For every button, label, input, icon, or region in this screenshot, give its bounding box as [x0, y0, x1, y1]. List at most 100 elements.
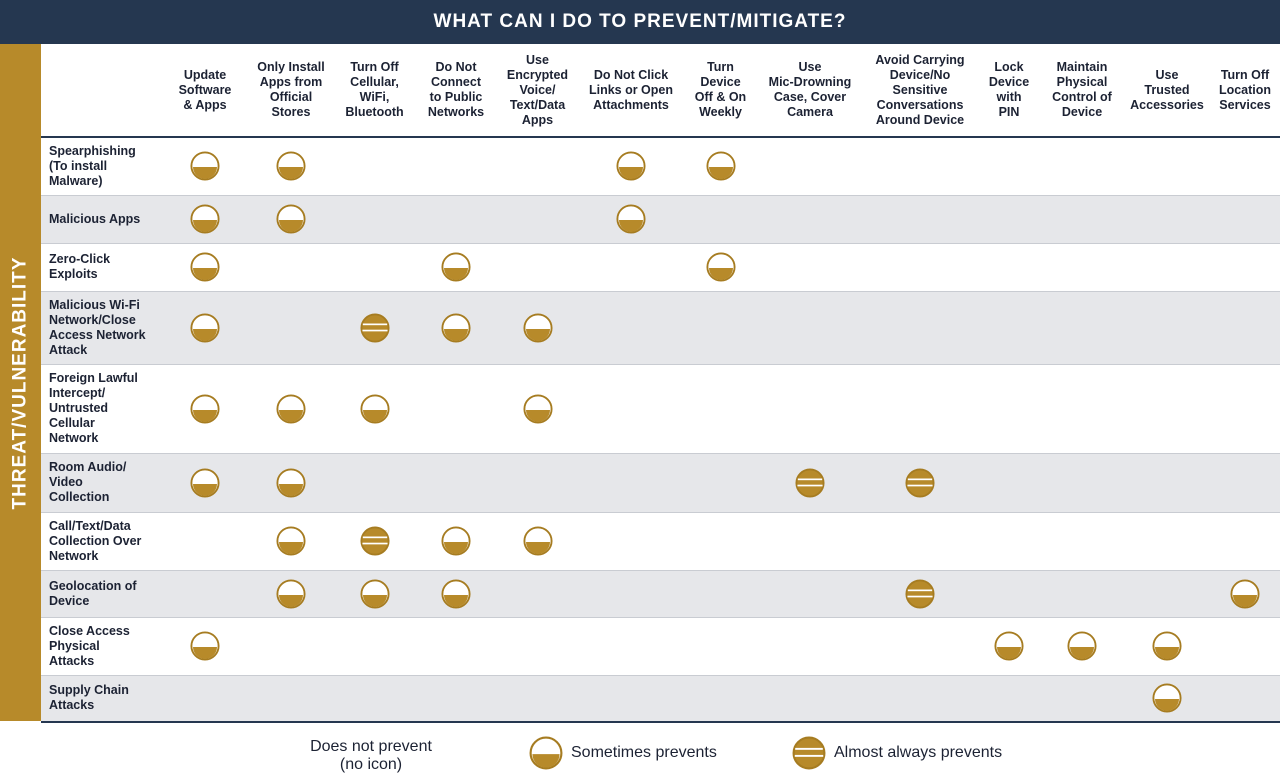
column-header-line: Maintain	[1056, 60, 1108, 74]
column-header-line: Conversations	[876, 97, 964, 112]
column-header-line: Do Not	[435, 60, 477, 74]
column-header-line: PIN	[998, 105, 1020, 119]
threat-label: Spearphishing (To install Malware)	[41, 137, 161, 195]
matrix-cell	[758, 291, 862, 364]
matrix-cell	[1124, 364, 1210, 453]
matrix-cell	[862, 453, 978, 512]
matrix-cell	[579, 243, 683, 291]
column-header: Only Install Apps from Official Stores	[249, 44, 333, 138]
matrix-cell	[1124, 675, 1210, 722]
threat-label-line: Cellular	[49, 416, 95, 430]
legend-almost: Almost always prevents	[792, 736, 1002, 770]
matrix-cell	[683, 195, 758, 243]
half-circle-icon	[616, 204, 646, 234]
half-circle-icon	[276, 204, 306, 234]
matrix-cell	[496, 364, 579, 453]
matrix-cell	[683, 291, 758, 364]
threat-label: Room Audio/Video Collection	[41, 453, 161, 512]
matrix-cell	[978, 364, 1040, 453]
matrix-cell	[978, 195, 1040, 243]
matrix-cell	[416, 291, 496, 364]
matrix-cell	[1210, 364, 1280, 453]
column-header-line: Services	[1219, 97, 1271, 112]
matrix-cell	[1124, 453, 1210, 512]
column-header-line: & Apps	[183, 97, 227, 112]
matrix-cell	[249, 243, 333, 291]
matrix-cell	[978, 137, 1040, 195]
column-header-line: Turn	[707, 60, 734, 74]
matrix-cell	[1124, 617, 1210, 675]
threat-label-line: Call/Text/Data	[49, 518, 131, 533]
half-circle-icon	[522, 312, 553, 343]
column-header-line: Only Install	[257, 60, 325, 74]
legend-sometimes-label: Sometimes prevents	[571, 744, 717, 761]
matrix-body: Spearphishing (To install Malware) Maliciou…	[41, 137, 1280, 722]
striped-circle-icon	[905, 578, 935, 609]
matrix-cell	[683, 243, 758, 291]
half-circle-icon	[522, 526, 553, 556]
header-corner	[41, 44, 161, 138]
column-header-line: with	[996, 90, 1022, 104]
column-header-line: Update	[183, 67, 227, 82]
striped-circle-icon	[792, 736, 826, 770]
matrix-cell	[1040, 195, 1124, 243]
matrix-cell	[1040, 512, 1124, 570]
column-header-line: Control of	[1052, 90, 1112, 104]
column-header-line: Voice/	[519, 82, 556, 97]
matrix-cell	[333, 291, 416, 364]
matrix-cell	[333, 195, 416, 243]
threat-label-line: Video	[49, 475, 83, 489]
half-circle-icon	[359, 578, 390, 609]
matrix-cell	[683, 364, 758, 453]
matrix-cell	[496, 195, 579, 243]
threat-label-line: Zero-Click	[49, 252, 111, 266]
matrix-cell	[496, 617, 579, 675]
column-header-line: Device	[988, 75, 1030, 89]
legend-none-line1: Does not prevent	[310, 738, 432, 755]
matrix-cell	[579, 570, 683, 617]
matrix-cell	[249, 570, 333, 617]
half-circle-icon	[276, 578, 306, 609]
header-row: Update Software & Apps Only Install Apps fro…	[41, 44, 1280, 138]
column-header-line: Apps from	[259, 75, 323, 89]
matrix-cell	[416, 570, 496, 617]
matrix-cell	[862, 291, 978, 364]
column-header-line: Text/Data	[509, 97, 566, 112]
half-circle-icon	[1230, 578, 1260, 609]
matrix-cell	[249, 512, 333, 570]
matrix-cell	[862, 512, 978, 570]
matrix-cell	[161, 512, 249, 570]
matrix-cell	[862, 195, 978, 243]
matrix-cell	[416, 364, 496, 453]
column-header: Turn Off Location Services	[1210, 44, 1280, 138]
table-row: Room Audio/Video Collection	[41, 453, 1280, 512]
threat-label-line: Access Network	[49, 327, 146, 342]
matrix-cell	[1124, 512, 1210, 570]
matrix-cell	[1124, 195, 1210, 243]
column-header: Do Not Click Links or Open Attachments	[579, 44, 683, 138]
matrix-cell	[1210, 453, 1280, 512]
matrix-cell	[683, 675, 758, 722]
column-header-line: Mic-Drowning	[768, 75, 852, 89]
matrix-cell	[758, 364, 862, 453]
half-circle-icon	[276, 526, 306, 556]
threat-label-line: Foreign Lawful	[49, 371, 138, 385]
matrix-cell	[978, 512, 1040, 570]
matrix-cell	[333, 453, 416, 512]
half-circle-icon	[441, 578, 471, 609]
matrix-cell	[249, 364, 333, 453]
threat-label: Close Access Physical Attacks	[41, 617, 161, 675]
half-circle-icon	[190, 151, 220, 181]
half-circle-icon	[522, 393, 553, 424]
matrix-cell	[1210, 617, 1280, 675]
matrix-cell	[249, 291, 333, 364]
table-row: Zero-Click Exploits	[41, 243, 1280, 291]
matrix-cell	[862, 570, 978, 617]
matrix-cell	[978, 291, 1040, 364]
matrix-cell	[249, 453, 333, 512]
matrix-cell	[1210, 570, 1280, 617]
half-circle-icon	[276, 467, 306, 498]
matrix-cell	[579, 291, 683, 364]
column-header-line: Software	[178, 82, 232, 97]
column-header-line: Location	[1218, 82, 1272, 97]
